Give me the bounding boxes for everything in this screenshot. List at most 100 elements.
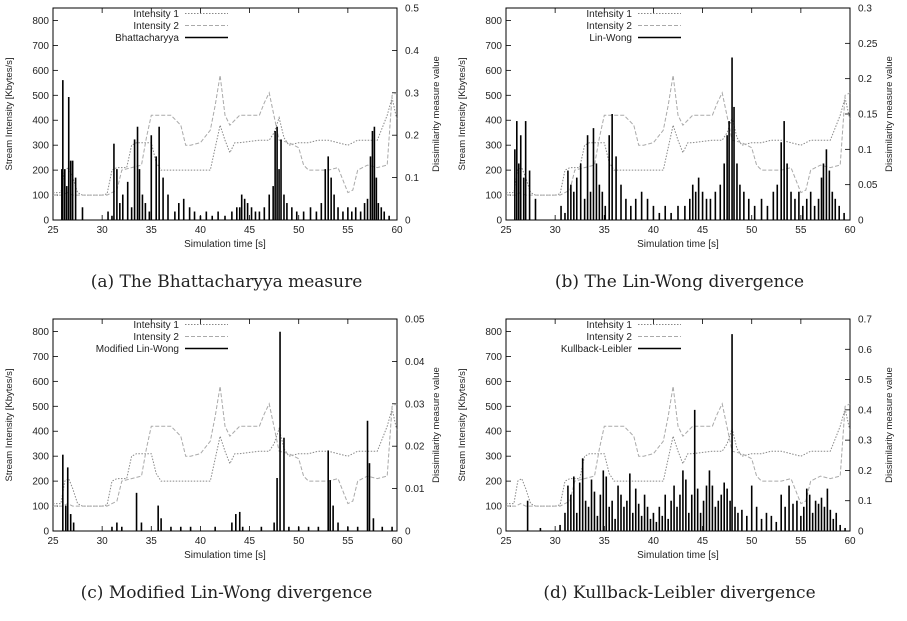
x-tick-label: 35 — [146, 225, 158, 236]
x-tick-label: 45 — [244, 225, 256, 236]
x-tick-label: 45 — [697, 536, 709, 547]
intensity-line — [506, 408, 851, 507]
y-tick-label: 200 — [485, 477, 502, 488]
legend-label: Intensity 1 — [586, 9, 632, 20]
y2-tick-label: 0.1 — [858, 496, 872, 507]
y-tick-label: 600 — [485, 377, 502, 388]
y2-tick-label: 0.5 — [858, 375, 872, 386]
x-axis-label: Simulation time [s] — [637, 550, 719, 561]
x-tick-label: 30 — [550, 225, 562, 236]
intensity-line — [53, 408, 398, 507]
y2-tick-label: 0.2 — [858, 74, 872, 85]
x-tick-label: 35 — [599, 536, 611, 547]
y2-tick-label: 0 — [405, 527, 411, 538]
x-tick-label: 35 — [599, 225, 611, 236]
y-tick-label: 700 — [485, 352, 502, 363]
y-tick-label: 500 — [485, 402, 502, 413]
chart-caption-d: (d) Kullback-Leibler divergence — [543, 583, 816, 603]
y-tick-label: 200 — [32, 477, 49, 488]
y-tick-label: 0 — [43, 216, 49, 227]
y-tick-label: 700 — [485, 41, 502, 52]
chart-panel-b: 0 100 200 300 400 500 600 700 800 0 0.05 0.1 0.15 0.2… — [453, 0, 906, 310]
plot-frame — [505, 318, 851, 532]
y-tick-label: 500 — [32, 402, 49, 413]
x-tick-label: 50 — [746, 225, 758, 236]
y-tick-label: 200 — [485, 166, 502, 177]
x-tick-label: 30 — [97, 225, 109, 236]
x-tick-label: 30 — [550, 536, 562, 547]
y2-tick-label: 0.2 — [858, 466, 872, 477]
x-tick-label: 60 — [844, 536, 856, 547]
y-tick-label: 400 — [32, 116, 49, 127]
chart-svg-a: 0 100 200 300 400 500 600 700 800 0 0.1 0.2 0.3 0.4 0.… — [4, 4, 442, 251]
y-tick-label: 600 — [32, 66, 49, 77]
y-tick-label: 300 — [32, 141, 49, 152]
y2-tick-label: 0.4 — [858, 405, 872, 416]
y-tick-label: 700 — [32, 41, 49, 52]
legend-label: Modified Lin-Wong — [96, 344, 179, 355]
y2-axis-label: Dissimilarity measure value — [884, 56, 895, 172]
x-tick-label: 55 — [795, 536, 807, 547]
legend-label: Intensity 2 — [586, 332, 632, 343]
x-tick-label: 60 — [391, 225, 403, 236]
x-tick-label: 40 — [195, 225, 207, 236]
legend-label: Intensity 1 — [133, 320, 179, 331]
legend-label: Intensity 2 — [133, 332, 179, 343]
x-axis-label: Simulation time [s] — [637, 239, 719, 250]
x-tick-label: 55 — [342, 225, 354, 236]
y-tick-label: 400 — [485, 116, 502, 127]
intensity-line — [53, 75, 398, 196]
y-tick-label: 0 — [496, 527, 502, 538]
chart-svg-c: 0 100 200 300 400 500 600 700 800 0 0.01 0.02 0.03 0.… — [4, 315, 442, 562]
x-tick-label: 50 — [746, 536, 758, 547]
chart-caption-a: (a) The Bhattacharyya measure — [90, 272, 363, 292]
y2-tick-label: 0 — [858, 527, 864, 538]
y-tick-label: 0 — [496, 216, 502, 227]
chart-panel-d: 0 100 200 300 400 500 600 700 800 0 0.1 0.2 0.3 0.4 0.… — [453, 311, 906, 621]
intensity-line — [506, 386, 851, 507]
x-tick-label: 25 — [500, 225, 512, 236]
x-tick-label: 55 — [795, 225, 807, 236]
y2-tick-label: 0.3 — [858, 436, 872, 447]
x-tick-label: 55 — [342, 536, 354, 547]
y-tick-label: 700 — [32, 352, 49, 363]
x-tick-label: 40 — [195, 536, 207, 547]
y2-tick-label: 0.03 — [405, 399, 425, 410]
x-axis-label: Simulation time [s] — [184, 550, 266, 561]
y-tick-label: 100 — [485, 191, 502, 202]
y2-tick-label: 0.04 — [405, 357, 425, 368]
x-tick-label: 40 — [648, 225, 660, 236]
y2-tick-label: 0.05 — [858, 180, 878, 191]
y2-tick-label: 0.3 — [858, 4, 872, 15]
legend-label: Bhattacharyya — [115, 33, 179, 44]
y-tick-label: 100 — [32, 502, 49, 513]
legend-label: Intensity 1 — [133, 9, 179, 20]
y-tick-label: 600 — [32, 377, 49, 388]
plot-frame — [52, 318, 398, 532]
y-tick-label: 300 — [485, 452, 502, 463]
legend-label: Lin-Wong — [589, 33, 632, 44]
y-tick-label: 100 — [32, 191, 49, 202]
y2-tick-label: 0 — [858, 216, 864, 227]
y-axis-label: Stream Intensity [Kbytes/s] — [4, 369, 15, 482]
chart-svg-d: 0 100 200 300 400 500 600 700 800 0 0.1 0.2 0.3 0.4 0.… — [457, 315, 895, 562]
y-tick-label: 600 — [485, 66, 502, 77]
y2-axis-label: Dissimilarity measure value — [884, 367, 895, 483]
y-tick-label: 800 — [32, 16, 49, 27]
y-axis-label: Stream Intensity [Kbytes/s] — [457, 58, 468, 171]
y2-tick-label: 0.7 — [858, 315, 872, 326]
y2-tick-label: 0.15 — [858, 110, 878, 121]
y2-tick-label: 0.05 — [405, 315, 425, 326]
x-tick-label: 25 — [47, 536, 59, 547]
x-tick-label: 60 — [391, 536, 403, 547]
chart-panel-a: 0 100 200 300 400 500 600 700 800 0 0.1 0.2 0.3 0.4 0.… — [0, 0, 453, 310]
x-tick-label: 40 — [648, 536, 660, 547]
y-tick-label: 800 — [32, 327, 49, 338]
y2-tick-label: 0.02 — [405, 442, 425, 453]
y2-tick-label: 0.5 — [405, 4, 419, 15]
legend-label: Kullback-Leibler — [561, 344, 633, 355]
y-tick-label: 400 — [32, 427, 49, 438]
chart-panel-c: 0 100 200 300 400 500 600 700 800 0 0.01 0.02 0.03 0.… — [0, 311, 453, 621]
y-tick-label: 800 — [485, 16, 502, 27]
y-tick-label: 0 — [43, 527, 49, 538]
